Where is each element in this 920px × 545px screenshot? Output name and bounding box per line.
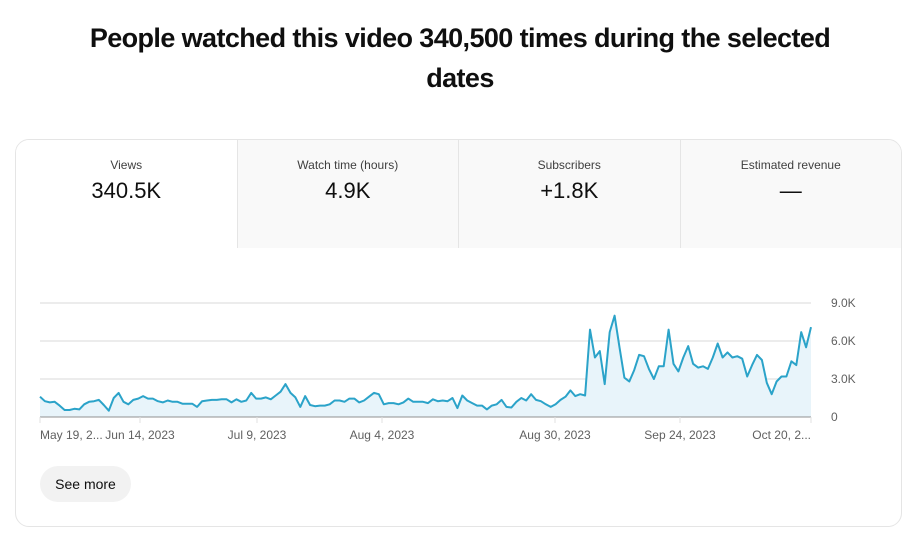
tab-views[interactable]: Views 340.5K — [16, 140, 237, 248]
x-tick-label: Aug 30, 2023 — [519, 428, 591, 442]
tab-label: Subscribers — [537, 158, 601, 172]
tab-label: Estimated revenue — [740, 158, 841, 172]
tab-label: Watch time (hours) — [297, 158, 399, 172]
x-tick-label: Oct 20, 2... — [752, 428, 811, 442]
tab-value: 4.9K — [325, 178, 371, 203]
tab-watch-time[interactable]: Watch time (hours) 4.9K — [236, 140, 458, 248]
y-tick-label: 9.0K — [831, 296, 856, 310]
y-tick-label: 3.0K — [831, 372, 856, 386]
views-line-chart[interactable]: 0 3.0K 6.0K 9.0K May 19, 2... Jun 14, 2023 Jul… — [16, 248, 901, 468]
x-tick-label: Jun 14, 2023 — [105, 428, 175, 442]
x-tick-label: Jul 9, 2023 — [228, 428, 287, 442]
x-tick-label: Sep 24, 2023 — [644, 428, 716, 442]
tab-label: Views — [110, 158, 143, 172]
tab-value: 340.5K — [91, 178, 162, 203]
analytics-card: Views 340.5K Watch time (hours) 4.9K Sub… — [15, 139, 902, 527]
y-tick-label: 0 — [831, 410, 838, 424]
y-tick-label: 6.0K — [831, 334, 856, 348]
views-line — [39, 314, 812, 412]
tab-value: — — [779, 178, 802, 203]
metric-tabs: Views 340.5K Watch time (hours) 4.9K Sub… — [16, 140, 901, 248]
see-more-button[interactable]: See more — [40, 466, 131, 502]
tab-subscribers[interactable]: Subscribers +1.8K — [458, 140, 680, 248]
x-tick-label: Aug 4, 2023 — [350, 428, 415, 442]
tab-value: +1.8K — [540, 178, 599, 203]
page-headline: People watched this video 340,500 times … — [89, 23, 831, 93]
x-tick-label: May 19, 2... — [40, 428, 103, 442]
tab-estimated-revenue[interactable]: Estimated revenue — — [679, 140, 901, 248]
